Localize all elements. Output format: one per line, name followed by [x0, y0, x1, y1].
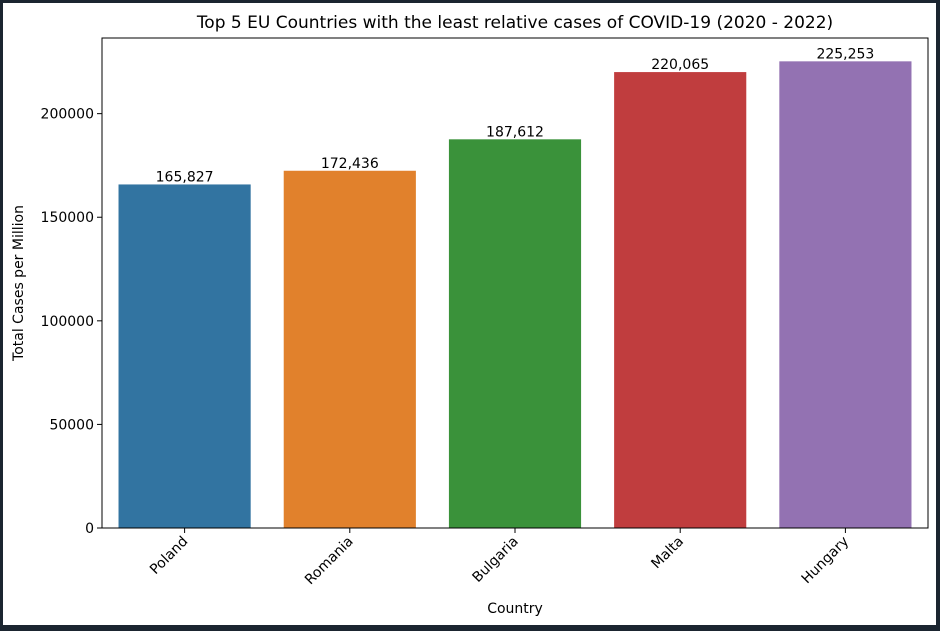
x-tick-label-bulgaria: Bulgaria — [469, 534, 521, 586]
data-label-bulgaria: 187,612 — [486, 124, 544, 140]
y-tick-label-50000: 50000 — [49, 417, 94, 433]
plot-area-frame — [101, 37, 929, 529]
y-tick-label-200000: 200000 — [41, 107, 94, 123]
bar-malta — [614, 72, 747, 529]
data-label-romania: 172,436 — [321, 156, 379, 172]
y-axis-label: Total Cases per Million — [11, 205, 27, 362]
figure-frame: Top 5 EU Countries with the least relati… — [3, 3, 936, 625]
data-label-poland: 165,827 — [156, 169, 214, 185]
x-tick-label-poland: Poland — [147, 534, 191, 578]
data-labels-group: 165,827 172,436 187,612 220,065 225,253 — [156, 46, 875, 185]
data-label-hungary: 225,253 — [816, 46, 874, 62]
y-tick-label-0: 0 — [85, 521, 94, 537]
bar-bulgaria — [448, 139, 582, 528]
y-axis-ticks: 0 50000 100000 150000 200000 — [41, 107, 102, 537]
y-tick-label-100000: 100000 — [41, 314, 94, 330]
bar-chart: Top 5 EU Countries with the least relati… — [11, 13, 929, 617]
chart-title: Top 5 EU Countries with the least relati… — [196, 13, 833, 33]
x-axis-ticks: Poland Romania Bulgaria Malta Hungary — [147, 528, 852, 588]
bar-hungary — [779, 61, 912, 529]
bar-romania — [283, 170, 416, 528]
bars-group — [118, 61, 912, 529]
x-tick-label-malta: Malta — [648, 534, 687, 573]
x-axis-label: Country — [487, 601, 543, 617]
x-tick-label-romania: Romania — [302, 534, 357, 589]
y-tick-label-150000: 150000 — [41, 210, 94, 226]
data-label-malta: 220,065 — [651, 57, 709, 73]
x-tick-label-hungary: Hungary — [799, 534, 853, 588]
bar-poland — [118, 184, 251, 528]
